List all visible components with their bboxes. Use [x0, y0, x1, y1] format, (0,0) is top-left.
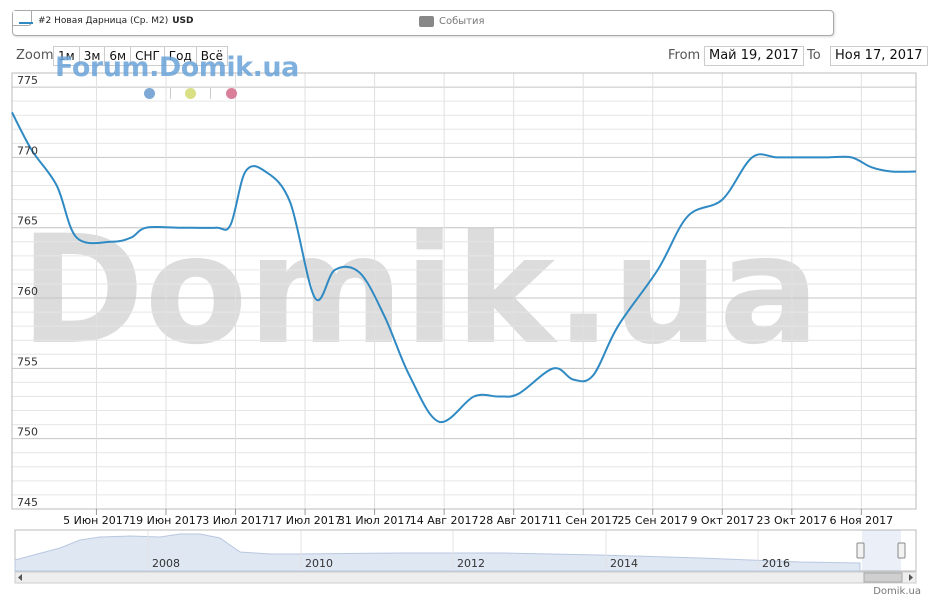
navigator-year-label: 2014: [610, 557, 638, 570]
data-point[interactable]: [354, 267, 366, 279]
data-point[interactable]: [796, 151, 808, 163]
x-tick-label: 11 Сен 2017: [548, 514, 619, 527]
dot-separator: [210, 88, 211, 99]
navigator-right-handle[interactable]: [897, 542, 906, 559]
scroll-right-icon[interactable]: [909, 574, 913, 581]
x-tick-label: 19 Июн 2017: [129, 514, 203, 527]
data-point[interactable]: [239, 165, 251, 177]
x-tick-label: 23 Окт 2017: [756, 514, 827, 527]
x-tick-label: 25 Сен 2017: [617, 514, 688, 527]
chart-watermark: Domik.ua: [20, 204, 820, 378]
plot-border: [11, 72, 917, 510]
data-point[interactable]: [885, 165, 897, 177]
data-point[interactable]: [910, 165, 922, 177]
y-tick-label: 750: [17, 426, 38, 439]
x-tick-label: 31 Июл 2017: [338, 514, 412, 527]
navigator-area: [14, 533, 861, 572]
data-point[interactable]: [284, 196, 296, 208]
legend-series-item[interactable]: #2 Новая Дарница (Ср. М2) USD: [38, 16, 194, 26]
navigator-year-label: 2008: [152, 557, 180, 570]
data-point[interactable]: [587, 369, 599, 381]
from-date-input[interactable]: Май 19, 2017: [704, 46, 804, 66]
data-point[interactable]: [468, 390, 480, 402]
zoom-label: Zoom: [16, 48, 54, 63]
scroll-left-icon[interactable]: [18, 574, 22, 581]
yellow-dot-icon[interactable]: [185, 88, 196, 99]
data-point[interactable]: [433, 416, 445, 428]
credit-link[interactable]: Domik.ua: [873, 586, 921, 597]
data-point[interactable]: [493, 390, 505, 402]
events-swatch[interactable]: [419, 16, 434, 27]
data-point[interactable]: [379, 310, 391, 322]
data-point[interactable]: [125, 232, 137, 244]
navigator-selection[interactable]: [862, 530, 901, 571]
chart-legend: #2 Новая Дарница (Ср. М2) USD События: [12, 10, 834, 36]
zoom-1m-button[interactable]: 1м: [53, 46, 80, 66]
zoom-3m-button[interactable]: 3м: [78, 46, 106, 66]
navigator-left-handle[interactable]: [856, 542, 865, 559]
data-point[interactable]: [403, 369, 415, 381]
x-tick-label: 14 Авг 2017: [410, 514, 479, 527]
navigator-year-label: 2010: [305, 557, 333, 570]
data-point[interactable]: [6, 106, 18, 118]
data-point[interactable]: [547, 362, 559, 374]
forum-watermark: Forum.Domik.ua: [55, 52, 299, 83]
data-point[interactable]: [716, 194, 728, 206]
navigator-year-label: 2012: [457, 557, 485, 570]
data-point[interactable]: [612, 320, 624, 332]
x-tick-label: 28 Авг 2017: [479, 514, 548, 527]
to-date-input[interactable]: Ноя 17, 2017: [830, 46, 928, 66]
data-point[interactable]: [865, 161, 877, 173]
data-point[interactable]: [682, 210, 694, 222]
data-point[interactable]: [746, 151, 758, 163]
data-point[interactable]: [567, 374, 579, 386]
data-point[interactable]: [845, 151, 857, 163]
blue-dot-icon[interactable]: [144, 88, 155, 99]
dot-separator: [170, 88, 171, 99]
y-tick-label: 765: [17, 215, 38, 228]
y-tick-label: 755: [17, 355, 38, 368]
legend-events-label[interactable]: События: [439, 16, 485, 27]
y-tick-label: 775: [17, 74, 38, 87]
pink-dot-icon[interactable]: [226, 88, 237, 99]
legend-series-label: #2 Новая Дарница (Ср. М2): [38, 16, 169, 26]
data-point[interactable]: [259, 165, 271, 177]
y-tick-label: 770: [17, 144, 38, 157]
data-point[interactable]: [513, 388, 525, 400]
zoom-all-button[interactable]: Всё: [195, 46, 228, 66]
series-line-swatch: [19, 22, 33, 24]
data-point[interactable]: [71, 232, 83, 244]
data-point[interactable]: [140, 222, 152, 234]
data-point[interactable]: [210, 222, 222, 234]
y-tick-label: 745: [17, 496, 38, 509]
scrollbar-thumb[interactable]: [863, 572, 903, 583]
x-tick-label: 5 Июн 2017: [63, 514, 130, 527]
data-point[interactable]: [51, 180, 63, 192]
data-point[interactable]: [771, 151, 783, 163]
x-tick-label: 9 Окт 2017: [690, 514, 754, 527]
to-label: To: [807, 48, 821, 63]
legend-series-unit: USD: [172, 16, 194, 26]
data-point[interactable]: [225, 219, 237, 231]
x-tick-label: 17 Июл 2017: [268, 514, 342, 527]
data-point[interactable]: [821, 151, 833, 163]
from-label: From: [668, 48, 701, 63]
data-point[interactable]: [652, 264, 664, 276]
navigator-scrollbar[interactable]: [14, 571, 917, 584]
data-point[interactable]: [175, 222, 187, 234]
zoom-1y-button[interactable]: Год: [163, 46, 197, 66]
navigator-year-label: 2016: [762, 557, 790, 570]
data-point[interactable]: [309, 292, 321, 304]
zoom-buttons: 1м 3м 6м СНГ Год Всё: [53, 46, 228, 66]
x-tick-label: 6 Ноя 2017: [830, 514, 894, 527]
series-line[interactable]: [11, 111, 917, 423]
data-point[interactable]: [105, 236, 117, 248]
y-tick-label: 760: [17, 285, 38, 298]
x-tick-label: 3 Июл 2017: [202, 514, 269, 527]
data-point[interactable]: [329, 264, 341, 276]
